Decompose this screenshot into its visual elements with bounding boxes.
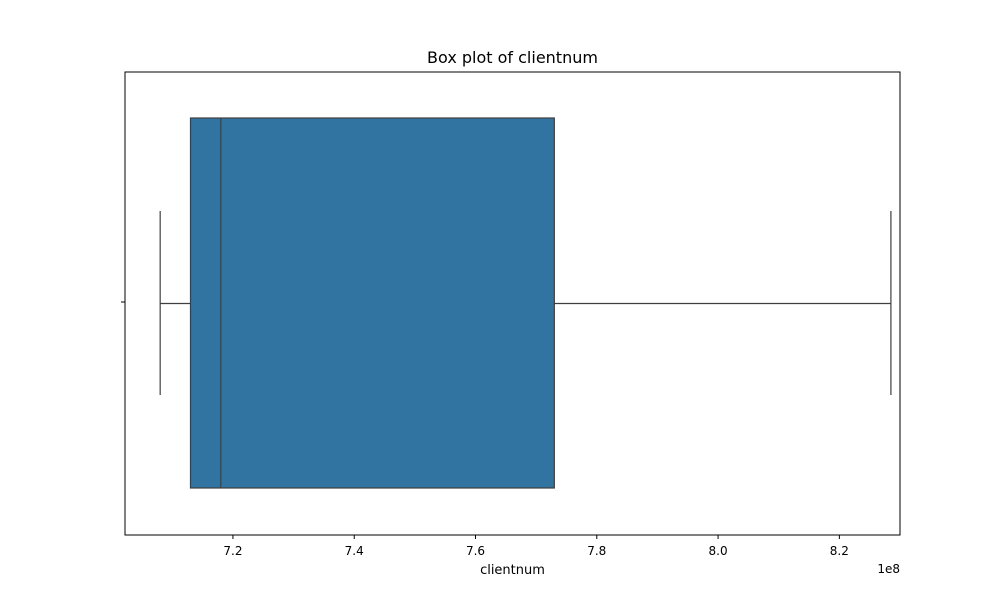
x-offset-label: 1e8 bbox=[877, 562, 900, 576]
x-tick-label: 8.0 bbox=[709, 544, 728, 558]
x-axis-label: clientnum bbox=[480, 563, 545, 578]
x-tick-label: 7.8 bbox=[587, 544, 606, 558]
x-tick-label: 7.4 bbox=[345, 544, 364, 558]
axes-frame bbox=[124, 71, 901, 536]
x-tick-label: 7.6 bbox=[466, 544, 485, 558]
x-axis-ticks: 7.2 7.4 7.6 7.8 8.0 8.2 bbox=[223, 535, 849, 558]
plot-area bbox=[159, 117, 892, 489]
x-tick-label: 7.2 bbox=[223, 544, 242, 558]
chart-title: Box plot of clientnum bbox=[427, 48, 598, 67]
iqr-box bbox=[189, 117, 555, 489]
x-tick-label: 8.2 bbox=[830, 544, 849, 558]
